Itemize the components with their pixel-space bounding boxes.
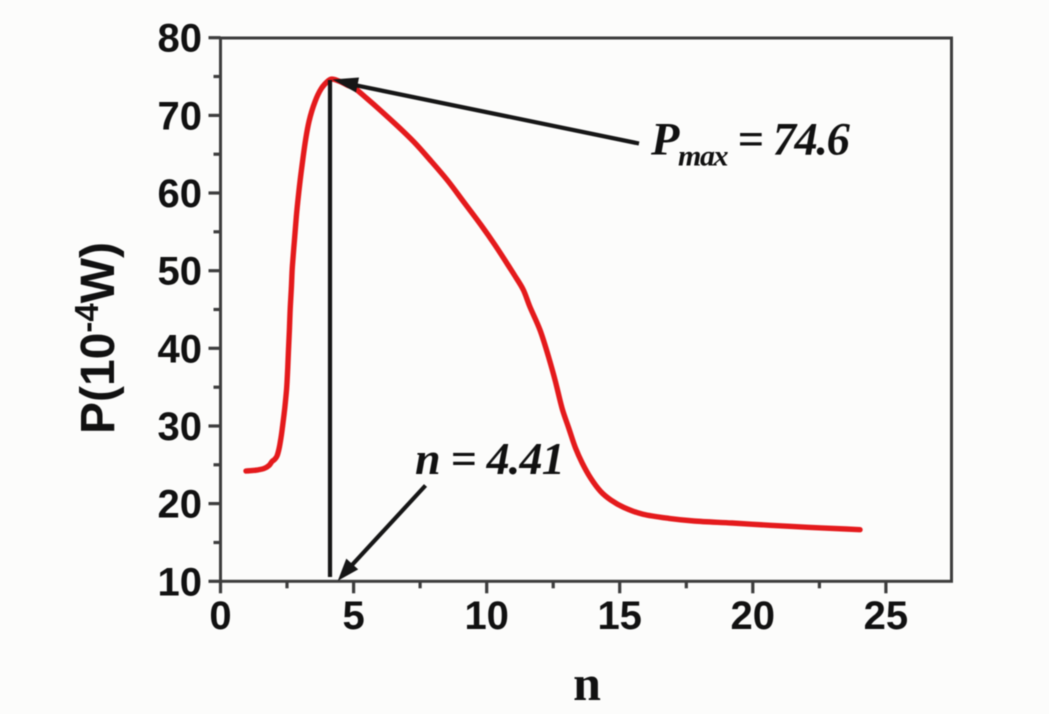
svg-text:10: 10 bbox=[464, 594, 509, 638]
svg-text:20: 20 bbox=[731, 594, 776, 638]
svg-text:10: 10 bbox=[158, 560, 203, 604]
svg-text:60: 60 bbox=[158, 172, 203, 216]
svg-text:Pmax = 74.6: Pmax = 74.6 bbox=[650, 115, 851, 173]
svg-text:0: 0 bbox=[209, 594, 231, 638]
svg-text:15: 15 bbox=[597, 594, 642, 638]
svg-text:20: 20 bbox=[158, 483, 203, 527]
svg-text:50: 50 bbox=[158, 250, 203, 294]
svg-text:P(10-4W): P(10-4W) bbox=[68, 242, 125, 434]
svg-text:5: 5 bbox=[342, 594, 364, 638]
svg-text:70: 70 bbox=[158, 94, 203, 138]
svg-text:40: 40 bbox=[158, 327, 203, 371]
svg-text:30: 30 bbox=[158, 405, 203, 449]
svg-text:80: 80 bbox=[158, 17, 203, 61]
svg-text:n: n bbox=[573, 655, 601, 711]
svg-text:25: 25 bbox=[864, 594, 909, 638]
svg-text:n = 4.41: n = 4.41 bbox=[415, 433, 564, 484]
